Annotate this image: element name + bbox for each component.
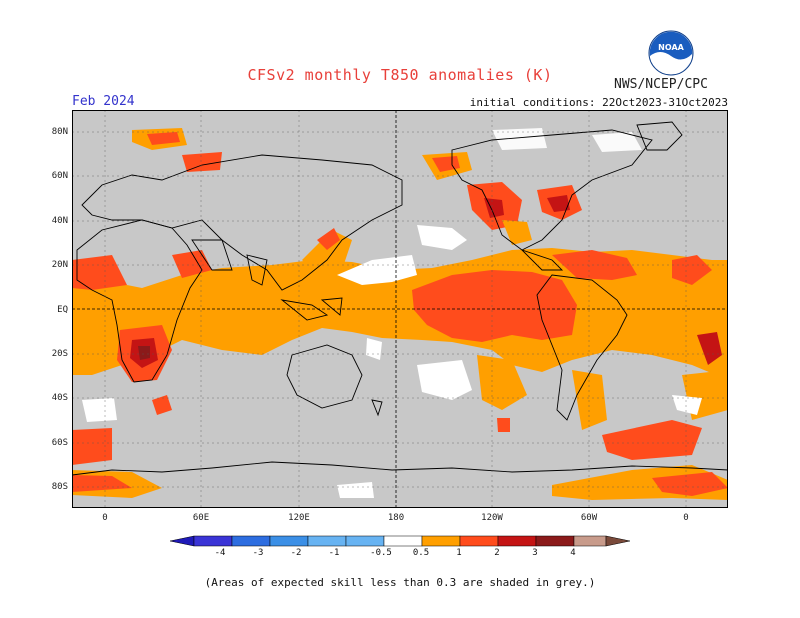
coastlines [72,121,728,476]
gridlines [72,110,728,508]
lat-label: 60N [51,171,68,181]
southern-ocean-anomaly [72,428,112,465]
chart-title: CFSv2 monthly T850 anomalies (K) [247,66,553,84]
lat-label: 40S [51,393,68,403]
atlantic-anomaly [552,250,637,280]
lat-label: 80S [51,482,68,492]
lon-label: 0 [683,513,689,523]
lat-label: 20S [51,349,68,359]
colorbar-label: 3 [532,548,538,558]
noaa-logo-icon: NOAA [648,30,694,76]
initial-conditions: initial conditions: 22Oct2023-31Oct2023 [469,96,728,109]
colorbar-label: 4 [570,548,576,558]
colorbar-label: -4 [214,548,226,558]
agency-label: NWS/NCEP/CPC [614,77,708,92]
colorbar-label: 1 [456,548,462,558]
lat-label: 40N [51,216,68,226]
west-pacific-anomaly [302,230,352,275]
lon-label: 60E [192,513,210,523]
lat-label: 20N [51,260,68,270]
colorbar-label: -0.5 [370,548,392,558]
lat-label: EQ [57,305,68,315]
east-pacific-anomaly [412,270,577,342]
atlantic-anomaly-2 [672,255,712,285]
colorbar [170,535,630,547]
lon-label: 120E [288,513,310,523]
logo-text: NOAA [658,43,684,52]
lat-label: 60S [51,438,68,448]
colorbar-label: 2 [494,548,500,558]
lon-label: 180 [387,513,405,523]
lon-label: 120W [481,513,503,523]
lon-label: 60W [580,513,598,523]
colorbar-label: -1 [328,548,340,558]
colorbar-label: -3 [252,548,264,558]
forecast-period: Feb 2024 [72,94,135,109]
north-pacific-neutral [337,255,417,285]
anomaly-map [72,110,728,508]
colorbar-label: 0.5 [412,548,430,558]
skill-note: (Areas of expected skill less than 0.3 a… [204,576,596,589]
tropical-anomaly-band [72,248,728,380]
lon-label: 0 [102,513,108,523]
colorbar-label: -2 [290,548,302,558]
lat-label: 80N [51,127,68,137]
